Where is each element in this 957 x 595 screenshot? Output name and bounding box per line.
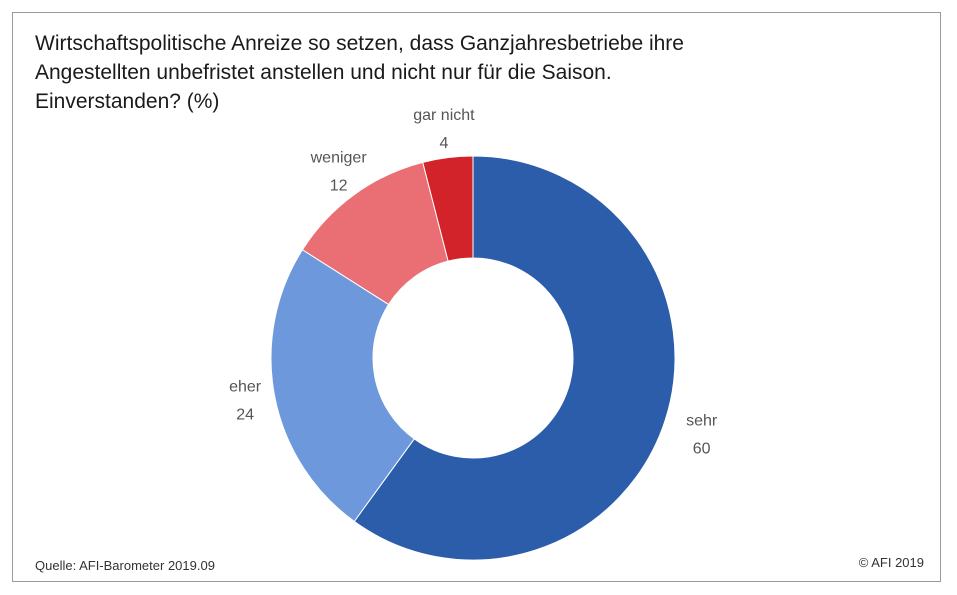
slice-category-label: eher: [229, 378, 262, 395]
copyright-note: © AFI 2019: [858, 555, 924, 570]
slice-sehr: [353, 155, 676, 561]
slice-category-label: sehr: [686, 413, 718, 430]
slice-value-label: 24: [236, 406, 254, 423]
title-line-1: Wirtschaftspolitische Anreize so setzen,…: [35, 32, 684, 55]
chart-title: Wirtschaftspolitische Anreize so setzen,…: [35, 29, 915, 116]
slice-value-label: 12: [330, 177, 348, 194]
slice-category-label: weniger: [310, 149, 368, 166]
title-line-2: Angestellten unbefristet anstellen und n…: [35, 61, 612, 84]
slice-eher: [270, 249, 415, 523]
source-note: Quelle: AFI-Barometer 2019.09: [35, 558, 215, 573]
title-line-3: Einverstanden? (%): [35, 90, 220, 113]
slice-gar-nicht: [422, 155, 474, 262]
donut-chart: sehr 60 eher 24 weniger 12 gar nicht 4: [229, 107, 718, 561]
chart-frame: Wirtschaftspolitische Anreize so setzen,…: [12, 12, 941, 582]
slice-category-label: gar nicht: [413, 107, 475, 124]
slice-value-label: 4: [439, 135, 448, 152]
slice-value-label: 60: [693, 441, 711, 458]
